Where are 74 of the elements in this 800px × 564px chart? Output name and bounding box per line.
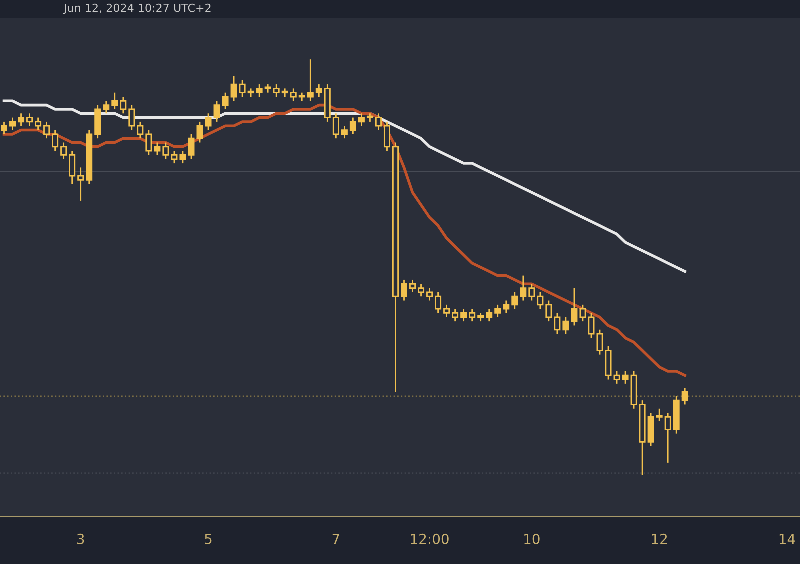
candlestick bbox=[588, 312, 595, 339]
x-tick-label: 10 bbox=[524, 534, 540, 544]
candlestick bbox=[214, 100, 220, 123]
candlestick bbox=[571, 288, 578, 326]
candlestick bbox=[580, 304, 586, 322]
x-tick-label: 3 bbox=[77, 534, 84, 544]
candlestick bbox=[78, 167, 84, 202]
candlestick bbox=[180, 150, 186, 164]
candlestick bbox=[230, 76, 238, 102]
candlestick bbox=[103, 100, 110, 114]
candlestick bbox=[1, 121, 8, 136]
candlestick bbox=[426, 288, 434, 302]
candlestick bbox=[171, 150, 178, 164]
candlestick bbox=[154, 142, 161, 156]
candlestick bbox=[401, 279, 408, 302]
candlestick bbox=[273, 84, 280, 98]
candlestick bbox=[35, 117, 42, 131]
text: Jun 12, 2024 10:27 UTC+2 bbox=[63, 4, 211, 14]
candlestick bbox=[562, 316, 570, 335]
candlestick bbox=[350, 117, 356, 136]
candlestick bbox=[410, 279, 416, 294]
candlestick bbox=[18, 112, 25, 127]
candlestick bbox=[60, 142, 68, 160]
candlestick bbox=[452, 308, 459, 322]
candlestick bbox=[528, 283, 536, 302]
candlestick bbox=[435, 292, 442, 314]
candlestick bbox=[188, 134, 195, 160]
candlestick bbox=[503, 300, 510, 314]
x-tick-label: 12 bbox=[652, 534, 668, 544]
candlestick bbox=[26, 112, 34, 127]
candlestick bbox=[486, 308, 493, 322]
x-tick-label: 7 bbox=[332, 534, 340, 544]
candlestick bbox=[418, 283, 425, 298]
candlestick bbox=[256, 84, 263, 98]
candlestick bbox=[682, 387, 688, 406]
candlestick bbox=[554, 312, 561, 335]
x-tick-label: 12:00 bbox=[411, 534, 449, 544]
candlestick bbox=[341, 125, 348, 140]
candlestick bbox=[494, 304, 502, 318]
candlestick bbox=[332, 112, 340, 140]
candlestick bbox=[205, 112, 212, 131]
candlestick bbox=[316, 84, 322, 98]
candlestick bbox=[546, 300, 552, 322]
candlestick bbox=[444, 304, 450, 318]
candlestick bbox=[52, 130, 59, 152]
x-tick-label: 14 bbox=[780, 534, 796, 544]
candlestick bbox=[512, 292, 518, 310]
candlestick bbox=[162, 142, 170, 160]
candlestick bbox=[460, 308, 468, 322]
candlestick bbox=[137, 121, 144, 140]
candlestick bbox=[375, 112, 382, 131]
x-tick-label: 5 bbox=[205, 534, 212, 544]
candlestick bbox=[239, 80, 246, 98]
candlestick bbox=[69, 150, 76, 186]
candlestick bbox=[614, 370, 620, 385]
candlestick bbox=[358, 112, 365, 127]
candlestick bbox=[664, 412, 672, 464]
candlestick bbox=[112, 92, 118, 110]
candlestick bbox=[120, 96, 127, 114]
candlestick bbox=[596, 329, 604, 356]
candlestick bbox=[44, 121, 50, 140]
candlestick bbox=[622, 370, 629, 385]
candlestick bbox=[307, 58, 314, 102]
candlestick bbox=[384, 121, 390, 152]
candlestick bbox=[10, 117, 16, 131]
candlestick bbox=[537, 292, 544, 310]
candlestick bbox=[222, 92, 229, 110]
candlestick bbox=[146, 130, 152, 156]
candlestick bbox=[469, 308, 476, 322]
candlestick bbox=[656, 408, 663, 422]
candlestick bbox=[196, 121, 204, 144]
candlestick bbox=[290, 88, 297, 102]
candlestick bbox=[520, 275, 527, 302]
candlestick bbox=[128, 104, 136, 131]
